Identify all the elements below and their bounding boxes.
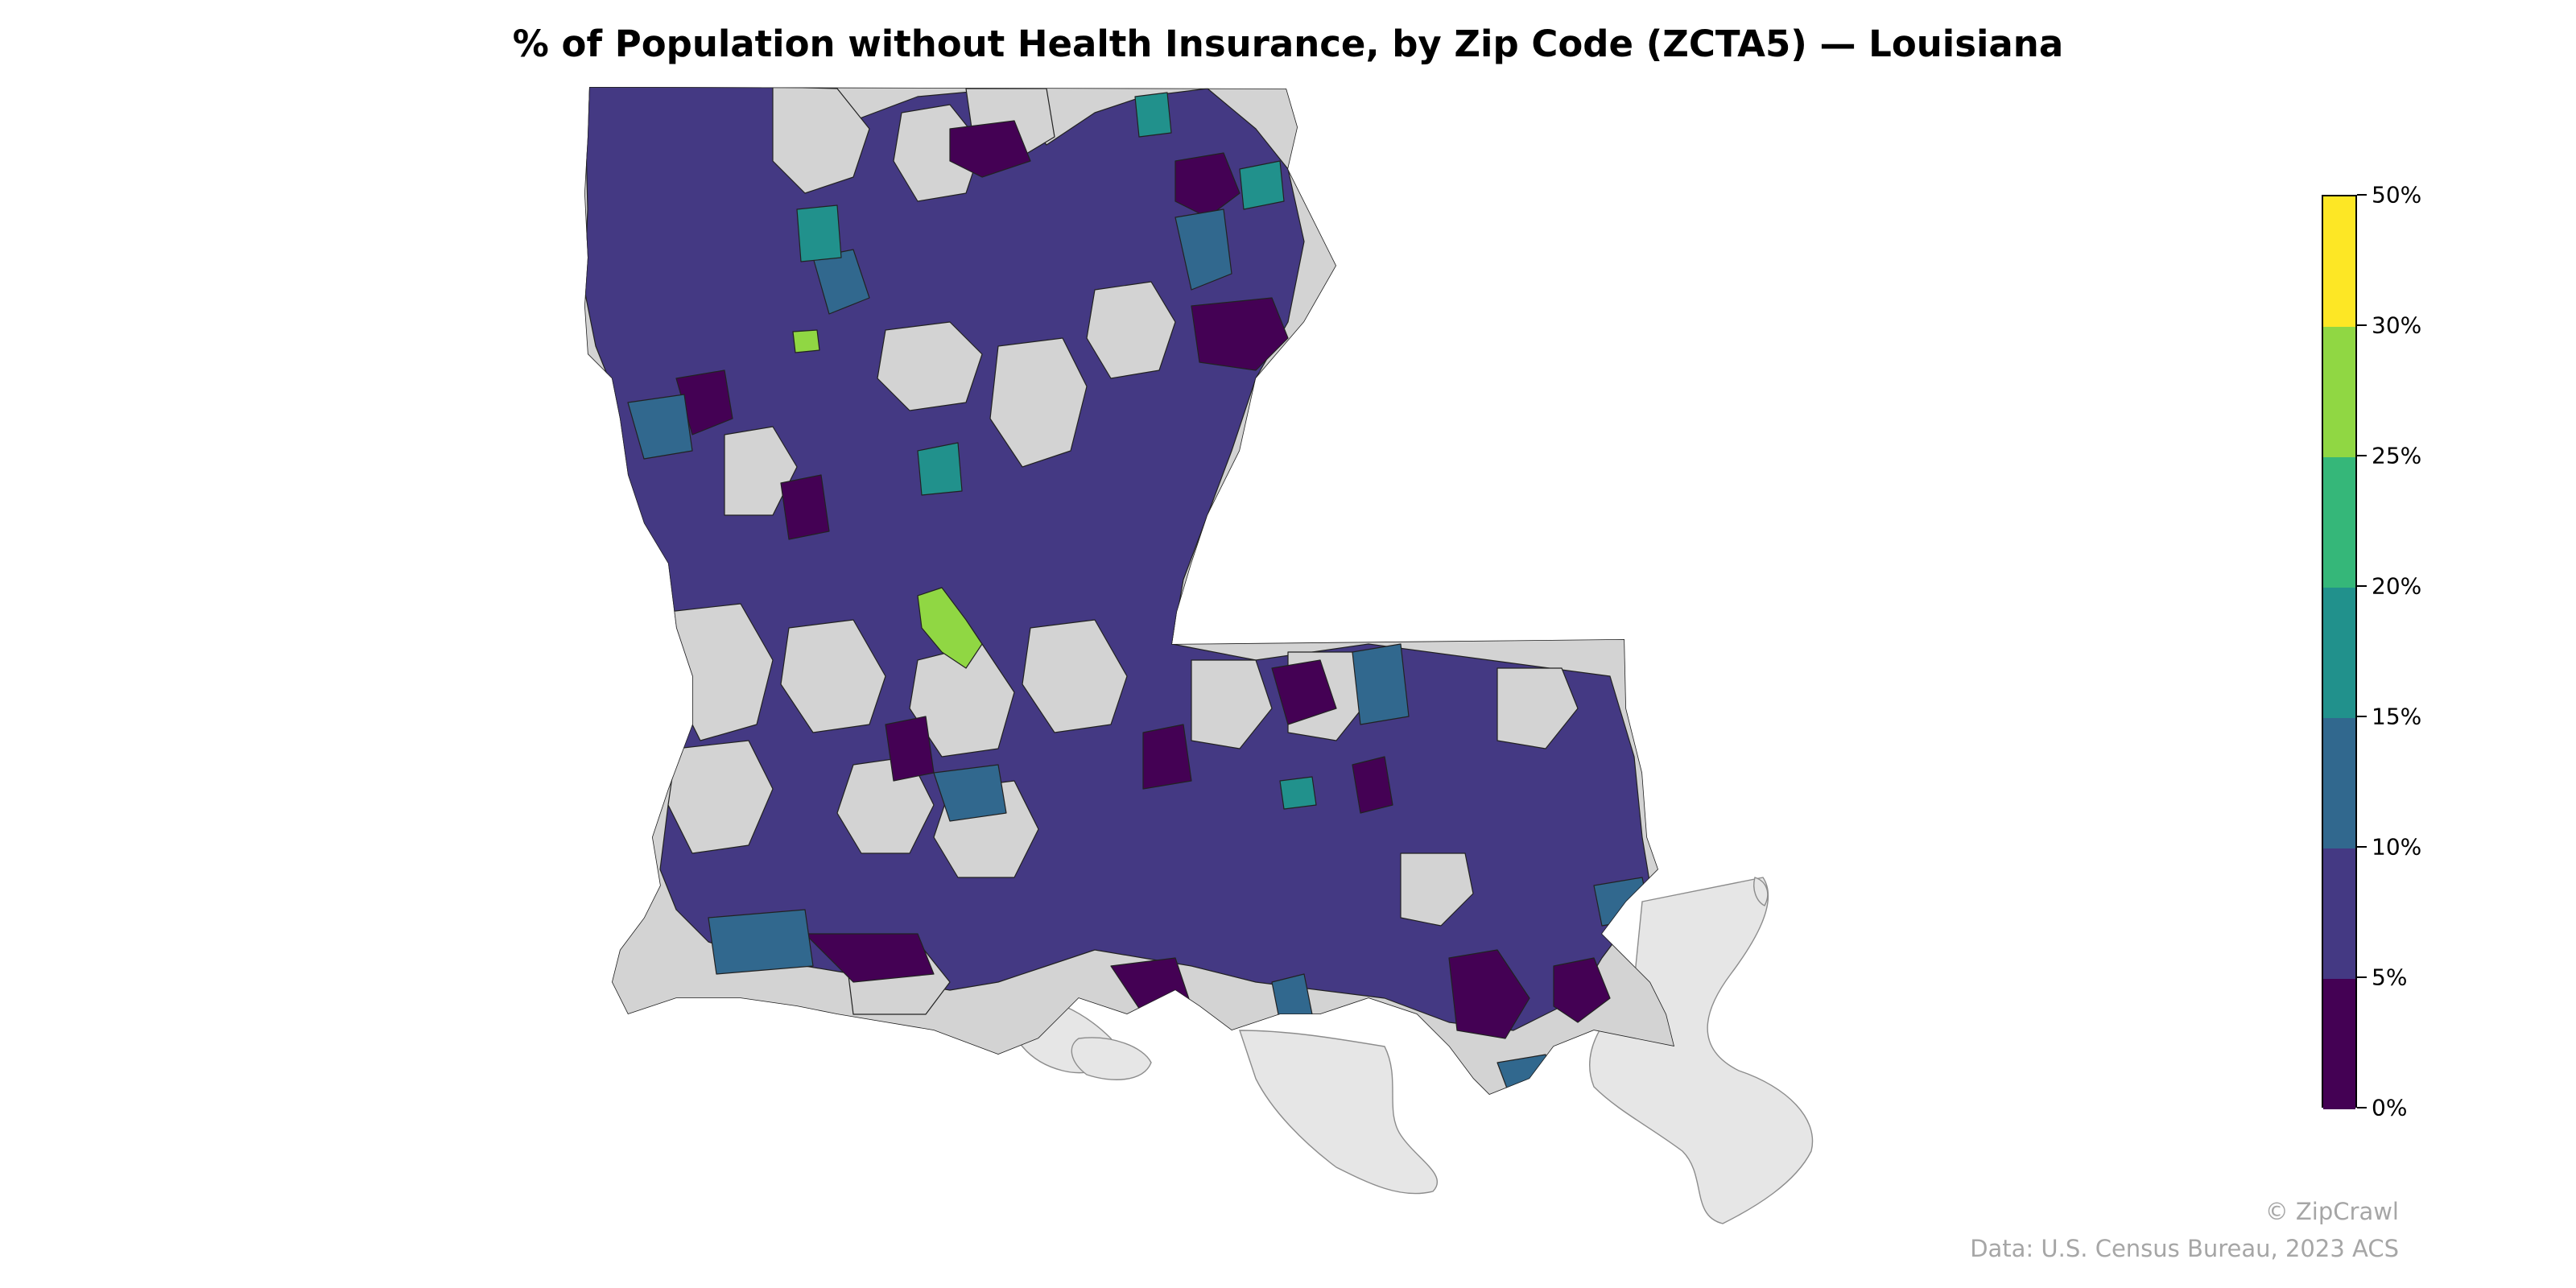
zcta-nodata-19 — [1191, 659, 1273, 749]
zcta-dark-3 — [949, 120, 1031, 178]
zcta-green-5 — [1279, 776, 1317, 810]
zcta-nodata-1 — [772, 87, 870, 194]
zcta-teal-8 — [1416, 1062, 1466, 1095]
colorbar-tick-label: 10% — [2372, 833, 2422, 861]
zcta-teal-4 — [708, 909, 814, 975]
zcta-nodata-16 — [1400, 852, 1474, 927]
zcta-dark-12 — [1352, 756, 1393, 814]
colorbar-segment — [2323, 457, 2355, 588]
zcta-band-5-10 — [584, 87, 1651, 1031]
colorbar-tick-label: 5% — [2372, 964, 2408, 991]
colorbar-segment — [2323, 588, 2355, 718]
zcta-green-3 — [1134, 92, 1172, 138]
state-outline — [584, 87, 1674, 1095]
zcta-band-25-30 — [792, 329, 983, 669]
zcta-nodata-8 — [667, 740, 774, 854]
zcta-teal-3 — [627, 394, 693, 460]
zcta-band-15-20 — [796, 92, 1317, 810]
colorbar-tick — [2357, 455, 2367, 456]
zcta-dark-8 — [1448, 949, 1530, 1039]
zcta-dark-9 — [1553, 957, 1611, 1023]
zcta-green-1 — [796, 204, 842, 262]
colorbar-tick — [2357, 194, 2367, 196]
colorbar-tick — [2357, 846, 2367, 848]
chandeleur-island — [1753, 877, 1769, 906]
colorbar-segment — [2323, 196, 2355, 327]
colorbar-tick — [2357, 585, 2367, 587]
zcta-band-10-15 — [627, 208, 1651, 1095]
map-title: % of Population without Health Insurance… — [512, 23, 2064, 65]
colorbar-legend: 0% 5% 10% 15% 20% 25% 30% 50% — [2322, 182, 2563, 1121]
zcta-lime-2 — [792, 329, 820, 353]
colorbar-tick-label: 20% — [2372, 572, 2422, 600]
zcta-dark-1 — [1191, 297, 1289, 371]
zcta-dark-6 — [1271, 659, 1337, 725]
zcta-teal-1 — [1174, 208, 1232, 291]
zcta-regions — [584, 87, 1674, 1095]
credit-text: © ZipCrawl — [2264, 1198, 2399, 1225]
colorbar-segment — [2323, 979, 2355, 1109]
zcta-nodata-4 — [877, 321, 983, 411]
zcta-dark-2 — [1174, 152, 1241, 218]
colorbar-segment — [2323, 718, 2355, 848]
zcta-nodata-9 — [780, 619, 886, 733]
zcta-dark-4 — [780, 474, 830, 540]
source-text: Data: U.S. Census Bureau, 2023 ACS — [1970, 1235, 2399, 1262]
colorbar-tick-label: 30% — [2372, 312, 2422, 339]
marsh-island — [1071, 1037, 1152, 1080]
colorbar-tick — [2357, 1107, 2367, 1108]
colorbar-tick — [2357, 324, 2367, 326]
zcta-lime-1 — [917, 587, 983, 669]
colorbar-segment — [2323, 327, 2355, 457]
colorbar-tick — [2357, 976, 2367, 978]
colorbar-segment — [2323, 848, 2355, 979]
zcta-dark-11 — [885, 716, 935, 782]
zcta-nodata-6 — [1086, 281, 1176, 379]
colorbar-tick-label: 50% — [2372, 181, 2422, 208]
zcta-green-4 — [1239, 160, 1285, 210]
zcta-teal-7 — [1496, 1054, 1563, 1095]
barataria-marsh — [1239, 1030, 1439, 1195]
zcta-dark-10 — [804, 933, 935, 983]
zcta-nodata-15 — [1496, 667, 1579, 749]
colorbar-tick — [2357, 716, 2367, 717]
zcta-nodata-5 — [989, 337, 1088, 468]
zcta-teal-5 — [933, 764, 1007, 822]
southeast-marsh — [1589, 877, 1814, 1224]
colorbar-tick-label: 25% — [2372, 442, 2422, 469]
zcta-teal-6 — [1352, 643, 1410, 725]
colorbar-tick-label: 15% — [2372, 703, 2422, 730]
zcta-dark-7 — [1142, 724, 1192, 790]
colorbar-tick-label: 0% — [2372, 1094, 2408, 1121]
zcta-nodata-11 — [1022, 619, 1128, 733]
zcta-green-2 — [917, 442, 963, 496]
colorbar — [2322, 195, 2357, 1109]
